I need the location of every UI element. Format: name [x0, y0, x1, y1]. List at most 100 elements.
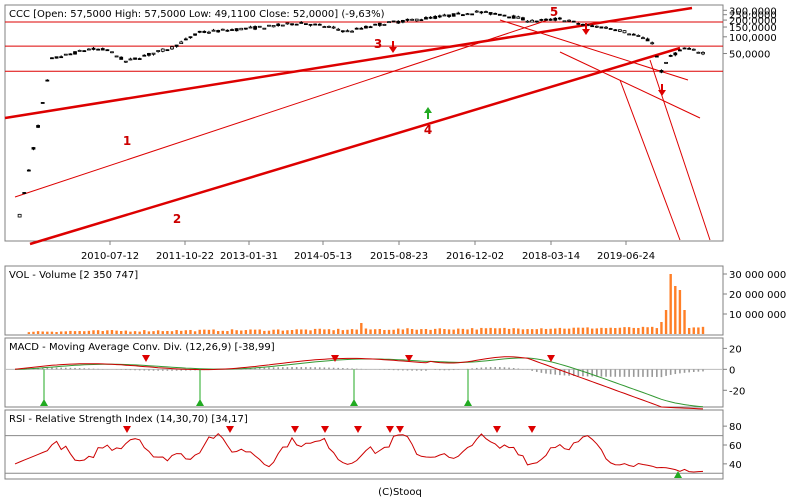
candle-body — [82, 50, 87, 53]
candle — [253, 25, 258, 31]
candle — [359, 27, 364, 30]
volume-bar — [484, 328, 488, 334]
candle — [488, 12, 493, 16]
candle-body — [664, 61, 668, 64]
candle-body — [400, 19, 405, 23]
candle-body — [641, 37, 645, 40]
candle-body — [581, 23, 585, 26]
volume-bar — [424, 328, 428, 334]
macd-sell-signal — [547, 355, 555, 362]
candle — [193, 33, 197, 36]
volume-bar — [364, 328, 368, 334]
x-tick-label: 2018-03-14 — [522, 251, 580, 262]
volume-bar — [600, 327, 603, 334]
candle — [299, 21, 304, 24]
candle-body — [544, 18, 548, 21]
candle-body — [105, 49, 110, 52]
volume-bar — [604, 328, 608, 334]
volume-bar — [253, 329, 257, 334]
candle-body — [562, 20, 567, 23]
volume-bar — [563, 328, 566, 334]
rsi-title: RSI - Relative Strength Index (14,30,70)… — [9, 414, 248, 425]
candle — [627, 33, 632, 36]
candle-body — [183, 38, 188, 41]
candle-body — [96, 48, 101, 51]
volume-bar — [480, 327, 483, 334]
candle-body — [447, 14, 451, 17]
candle-body — [137, 58, 142, 60]
candle-body — [262, 27, 267, 30]
candle-body — [437, 15, 442, 18]
candle-body — [197, 30, 202, 33]
candle — [170, 45, 174, 50]
candle — [502, 14, 507, 17]
volume-bar — [457, 328, 460, 334]
volume-bar — [318, 328, 321, 334]
volume-bar — [166, 330, 169, 334]
candle-body — [110, 51, 114, 54]
candle — [100, 47, 105, 51]
candle — [631, 33, 636, 36]
signal-arrow-1 — [389, 47, 397, 53]
volume-bar — [420, 329, 423, 334]
candle — [576, 22, 581, 25]
volume-bar — [641, 326, 645, 334]
volume-bar — [32, 331, 35, 334]
candle — [608, 27, 613, 30]
candle — [290, 23, 294, 26]
volume-bar — [461, 328, 465, 334]
candle — [410, 18, 415, 21]
candle — [31, 146, 36, 151]
volume-y-tick-label: 10 000 000 — [729, 310, 786, 321]
volume-bar — [618, 327, 622, 334]
candle — [590, 24, 595, 28]
volume-bar — [549, 328, 552, 334]
candle — [243, 27, 248, 30]
candle-body — [696, 51, 701, 54]
candle-body — [220, 28, 225, 31]
volume-bar — [212, 329, 215, 334]
candle — [516, 15, 521, 19]
candle-body — [123, 60, 128, 63]
candle-body — [26, 169, 31, 172]
volume-bar — [475, 329, 478, 334]
candle-body — [484, 11, 488, 13]
candle — [668, 54, 673, 58]
candle — [691, 48, 696, 51]
volume-bar — [295, 329, 298, 334]
candle — [225, 29, 230, 32]
wave-label-4: 4 — [424, 123, 432, 137]
volume-bar — [406, 328, 409, 334]
volume-bar — [415, 329, 418, 334]
candle-body — [234, 28, 239, 32]
volume-bar — [526, 329, 529, 334]
candle-body — [54, 56, 59, 59]
macd-buy-signal — [40, 399, 48, 406]
volume-y-tick-label: 30 000 000 — [729, 270, 786, 281]
volume-bar — [701, 326, 705, 334]
volume-bar — [92, 330, 95, 334]
candle-body — [63, 53, 68, 56]
candle — [497, 13, 502, 16]
volume-bar — [263, 330, 266, 334]
candle-body — [497, 13, 502, 16]
candle — [474, 10, 479, 13]
volume-bar — [623, 327, 626, 334]
candle — [617, 29, 622, 33]
macd-y-tick-label: 0 — [729, 365, 735, 376]
rsi-sell-signal — [321, 426, 329, 433]
price-y-tick-label: 300,0000 — [729, 6, 777, 17]
x-axis: 2010-07-12 2011-10-22 2013-01-31 2014-05-13… — [81, 241, 655, 262]
candle-body — [507, 16, 511, 19]
candle-body — [22, 192, 27, 194]
volume-bar — [337, 328, 340, 334]
candle — [336, 27, 341, 31]
candle-body — [613, 29, 618, 32]
volume-bar — [540, 328, 543, 334]
candle-body — [276, 23, 281, 26]
candle — [26, 169, 31, 172]
candle — [216, 29, 221, 33]
rsi-sell-signal — [386, 426, 394, 433]
volume-bar — [78, 331, 81, 334]
volume-bar — [586, 327, 589, 334]
